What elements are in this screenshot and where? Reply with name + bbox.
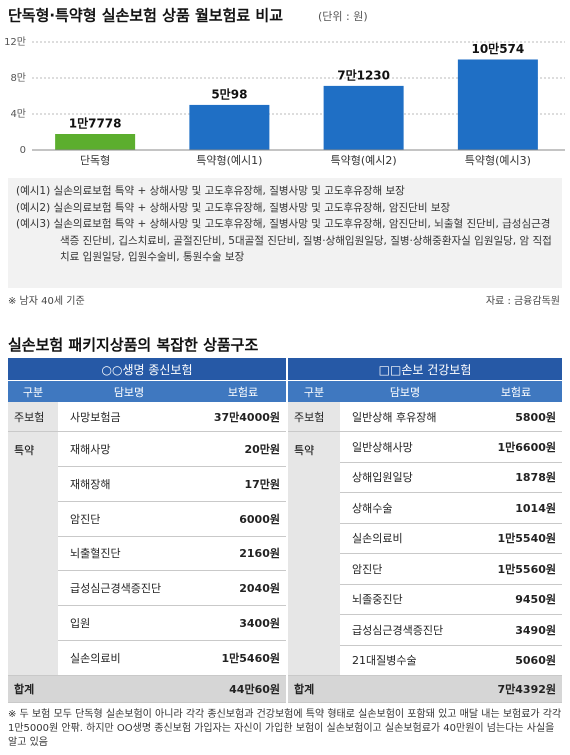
- group-cell: 특약: [288, 432, 340, 676]
- basis-note: ※ 남자 40세 기준: [8, 296, 85, 307]
- premium-cell: 1014원: [470, 493, 562, 524]
- item-cell: 21대질병수술: [340, 646, 470, 676]
- group-cell: 주보험: [8, 402, 58, 432]
- premium-cell: 1만5540원: [470, 524, 562, 554]
- example-note: (예시2) 실손의료보험 특약 + 상해사망 및 고도후유장해, 질병사망 및 …: [16, 201, 451, 214]
- value-label: 10만574: [471, 41, 524, 56]
- x-tick-label: 특약형(예시1): [196, 153, 262, 167]
- premium-cell: 1만5460원: [200, 641, 286, 676]
- table-footnote: ※ 두 보험 모두 단독형 실손보험이 아니라 각각 종신보험과 건강보험에 특…: [8, 709, 562, 748]
- premium-cell: 5060원: [470, 646, 562, 676]
- notes-box: (예시1) 실손의료보험 특약 + 상해사망 및 고도후유장해, 질병사망 및 …: [8, 178, 562, 288]
- item-cell: 암진단: [340, 554, 470, 585]
- value-label: 7만1230: [337, 67, 390, 82]
- item-cell: 실손의료비: [58, 641, 200, 676]
- premium-cell: 6000원: [200, 502, 286, 537]
- item-cell: 사망보험금: [58, 402, 200, 432]
- item-cell: 입원: [58, 606, 200, 642]
- total-premium: 44만60원: [200, 676, 286, 703]
- item-cell: 뇌졸중진단: [340, 585, 470, 615]
- item-cell: 뇌출혈진단: [58, 537, 200, 572]
- bar: [189, 104, 270, 150]
- source-note: 자료 : 금융감독원: [485, 296, 560, 307]
- premium-cell: 1만5560원: [470, 554, 562, 585]
- premium-cell: 5800원: [470, 402, 562, 432]
- item-cell: 재해사망: [58, 432, 200, 467]
- premium-cell: 17만원: [200, 467, 286, 502]
- premium-cell: 1878원: [470, 463, 562, 493]
- bar: [55, 133, 136, 150]
- item-cell: 급성심근경색증진단: [58, 571, 200, 607]
- chart: 단독형·특약형 실손보험 상품 월보험료 비교 (단위 : 원) 0 4만 8만 12…: [4, 7, 565, 167]
- column-header: 보험료: [200, 380, 286, 402]
- premium-cell: 37만4000원: [200, 402, 286, 432]
- group-header: ○○생명 종신보험: [8, 358, 286, 380]
- item-cell: 일반상해사망: [340, 432, 470, 463]
- y-tick-label: 4만: [10, 108, 26, 120]
- example-note: (예시3) 실손의료보험 특약 + 상해사망 및 고도후유장해, 질병사망 및 …: [16, 218, 552, 263]
- premium-cell: 3490원: [470, 615, 562, 646]
- bar: [457, 59, 538, 150]
- chart-title: 단독형·특약형 실손보험 상품 월보험료 비교: [8, 7, 283, 25]
- bar: [323, 85, 404, 150]
- premium-cell: 2040원: [200, 571, 286, 607]
- column-header: 구분: [288, 380, 340, 402]
- item-cell: 상해입원일당: [340, 463, 470, 493]
- item-cell: 암진단: [58, 502, 200, 537]
- premium-cell: 1만6600원: [470, 432, 562, 463]
- column-header: 담보명: [340, 380, 470, 402]
- item-cell: 급성심근경색증진단: [340, 615, 470, 646]
- y-tick-label: 8만: [10, 72, 26, 84]
- unit-label: (단위 : 원): [318, 10, 368, 23]
- x-tick-label: 특약형(예시3): [465, 153, 531, 167]
- item-cell: 일반상해 후유장해: [340, 402, 470, 432]
- y-tick-label: 0: [20, 145, 26, 156]
- table-title: 실손보험 패키지상품의 복잡한 상품구조: [8, 336, 259, 354]
- column-header: 구분: [8, 380, 58, 402]
- total-label: 합계: [8, 676, 200, 703]
- item-cell: 재해장해: [58, 467, 200, 502]
- value-label: 5만98: [211, 86, 247, 101]
- x-tick-label: 단독형: [80, 154, 110, 167]
- total-premium: 7만4392원: [470, 676, 562, 703]
- premium-cell: 9450원: [470, 585, 562, 615]
- group-header: □□손보 건강보험: [288, 358, 562, 380]
- group-cell: 주보험: [288, 402, 340, 432]
- total-label: 합계: [288, 676, 470, 703]
- item-cell: 상해수술: [340, 493, 470, 524]
- y-tick-label: 12만: [4, 36, 26, 48]
- group-cell: 특약: [8, 432, 58, 676]
- column-header: 담보명: [58, 380, 200, 402]
- example-note: (예시1) 실손의료보험 특약 + 상해사망 및 고도후유장해, 질병사망 및 …: [16, 185, 405, 197]
- x-tick-label: 특약형(예시2): [331, 153, 397, 167]
- value-label: 1만7778: [69, 115, 122, 130]
- premium-cell: 2160원: [200, 537, 286, 572]
- column-header: 보험료: [470, 380, 562, 402]
- item-cell: 실손의료비: [340, 524, 470, 554]
- premium-cell: 3400원: [200, 606, 286, 642]
- premium-cell: 20만원: [200, 432, 286, 467]
